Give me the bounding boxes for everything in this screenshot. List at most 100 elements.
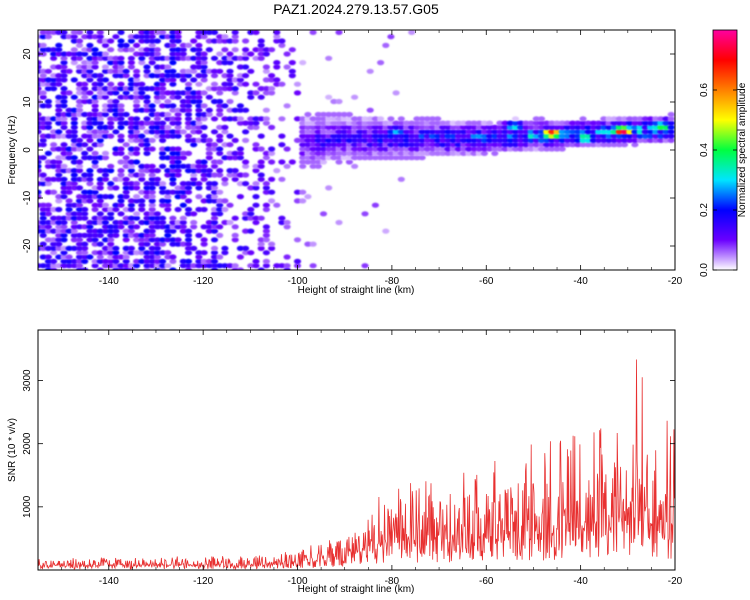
- spectrogram-cell: [205, 219, 213, 226]
- spectrogram-cell: [50, 215, 58, 221]
- spectrogram-cell: [319, 120, 328, 126]
- spectrogram-cell: [122, 228, 130, 234]
- spectrogram-cell: [486, 129, 494, 135]
- spectrogram-cell: [195, 168, 203, 174]
- spectrogram-cell: [236, 254, 244, 260]
- spectrogram-cell: [470, 129, 478, 135]
- spectrogram-cell: [652, 137, 660, 143]
- spectrogram-cell: [159, 185, 167, 191]
- spectrogram-cell: [361, 133, 369, 139]
- spectrogram-cell: [81, 189, 89, 195]
- spectrogram-cell: [236, 146, 244, 152]
- spectrogram-cell: [164, 73, 172, 79]
- spectrogram-cell: [314, 124, 322, 130]
- spectrogram-cell: [159, 94, 167, 100]
- spectrogram-cell: [361, 120, 369, 126]
- spectrogram-cell: [584, 129, 592, 135]
- spectrogram-cell: [314, 120, 322, 126]
- spectrogram-cell: [439, 129, 447, 135]
- spectrogram-cell: [86, 98, 94, 105]
- spectrogram-cell: [190, 219, 198, 226]
- spectrogram-cell: [330, 98, 338, 105]
- spectrogram-cell: [221, 103, 229, 109]
- spectrogram-cell: [107, 90, 115, 96]
- spectrogram-cell: [122, 181, 130, 187]
- spectrogram-cell: [216, 232, 224, 238]
- spectrogram-cell: [184, 120, 193, 126]
- spectrogram-cell: [413, 146, 421, 152]
- spectrogram-cell: [148, 202, 156, 208]
- spectrogram-cell: [164, 263, 172, 269]
- spectrogram-cell: [101, 51, 110, 57]
- spectrogram-cell: [517, 142, 525, 148]
- spectrogram-cell: [662, 124, 670, 130]
- spectrogram-cell: [148, 34, 156, 40]
- spectrogram-cell: [39, 181, 47, 187]
- spectrogram-cell: [553, 129, 561, 135]
- spectrogram-cell: [589, 133, 598, 139]
- spectrogram-cell: [169, 90, 177, 96]
- spectrogram-cell: [382, 124, 390, 130]
- spectrogram-cell: [81, 34, 89, 40]
- spectrogram-cell: [511, 129, 520, 135]
- spectrogram-cell: [413, 120, 421, 126]
- spectrogram-cell: [470, 137, 478, 143]
- spectrogram-cell: [179, 185, 187, 191]
- spectrogram-cell: [584, 142, 592, 148]
- spectrogram-cell: [164, 237, 172, 243]
- spectrogram-cell: [153, 254, 161, 260]
- spectrogram-cell: [646, 133, 655, 139]
- spectrogram-cell: [351, 150, 359, 156]
- spectrogram-cell: [55, 133, 63, 139]
- spectrogram-cell: [81, 81, 89, 87]
- spectrogram-cell: [127, 133, 135, 139]
- spectrogram-cell: [247, 124, 255, 130]
- spectrogram-cell: [148, 86, 156, 92]
- spectrogram-cell: [345, 111, 353, 118]
- spectrogram-cell: [107, 81, 115, 87]
- spectrogram-cell: [164, 42, 172, 49]
- spectrogram-cell: [558, 137, 566, 143]
- spectrogram-cell: [81, 245, 89, 251]
- spectrogram-cell: [107, 232, 115, 238]
- spectrogram-cell: [351, 120, 359, 126]
- spectrogram-cell: [335, 137, 343, 143]
- spectrogram-cell: [252, 263, 260, 269]
- spectrogram-cell: [169, 107, 177, 113]
- spectrogram-cell: [428, 142, 437, 148]
- spectrogram-cell: [91, 228, 99, 234]
- spectrogram-cell: [127, 55, 135, 61]
- spectrogram-cell: [153, 98, 161, 105]
- spectrogram-cell: [242, 47, 250, 53]
- spectrogram-cell: [377, 120, 385, 126]
- spectrogram-cell: [574, 142, 582, 148]
- spectrogram-cell: [371, 116, 379, 122]
- spectrogram-cell: [470, 133, 478, 139]
- spectrogram-cell: [133, 90, 141, 96]
- spectrogram-cell: [112, 228, 120, 234]
- spectrogram-cell: [50, 146, 58, 152]
- spectrogram-cell: [589, 124, 598, 130]
- spectrogram-cell: [70, 211, 78, 217]
- spectrogram-cell: [75, 64, 84, 70]
- spectrogram-cell: [70, 124, 78, 130]
- spectrogram-cell: [262, 64, 270, 70]
- spectrogram-cell: [262, 47, 270, 53]
- spectrogram-cell: [117, 103, 125, 109]
- spectrogram-cell: [195, 47, 203, 53]
- spectrogram-cell: [143, 189, 151, 195]
- spectrogram-cell: [511, 137, 520, 143]
- spectrogram-cell: [574, 129, 582, 135]
- spectrogram-cell: [423, 129, 431, 135]
- spectrogram-cell: [273, 34, 281, 40]
- spectrogram-cell: [195, 185, 203, 191]
- spectrogram-cell: [226, 107, 234, 113]
- spectrogram-cell: [200, 176, 208, 182]
- spectrogram-cell: [517, 137, 525, 143]
- spectrogram-cell: [444, 146, 452, 152]
- spectrogram-cell: [169, 159, 177, 165]
- spectrogram-cell: [262, 155, 270, 161]
- spectrogram-cell: [86, 254, 94, 260]
- spectrogram-cell: [38, 60, 42, 66]
- spectrogram-cell: [179, 258, 187, 264]
